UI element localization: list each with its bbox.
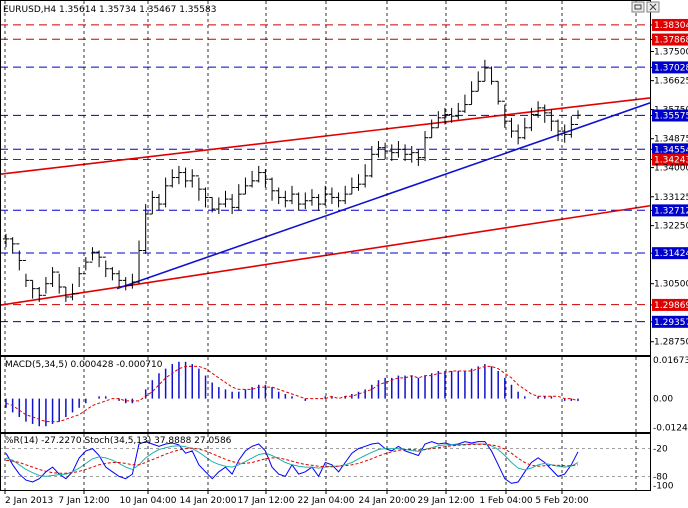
level-tag-box — [652, 143, 688, 156]
y-tick-label: 1.33125 — [654, 193, 688, 203]
level-tag-box — [652, 109, 688, 122]
x-tick-label: 29 Jan 12:00 — [418, 496, 475, 506]
axes — [0, 0, 654, 494]
y-tick-label: 1.32250 — [654, 222, 688, 232]
level-tag: 1.37028 — [652, 61, 688, 74]
macd-panel[interactable] — [5, 361, 579, 427]
y-tick-label: 1.37500 — [654, 47, 688, 57]
level-tag-label: 1.37028 — [654, 63, 688, 73]
panel-border — [0, 0, 651, 356]
x-tick-label: 14 Jan 20:00 — [180, 496, 237, 506]
y-tick-label: 1.34000 — [654, 164, 688, 174]
y-tick-label: 1.34875 — [654, 135, 688, 145]
channel-trendline — [0, 97, 651, 176]
y-tick-label: 1.36625 — [654, 77, 688, 87]
macd-tick-label: 0.016731 — [653, 356, 688, 366]
x-tick-label: 7 Jan 12:00 — [58, 496, 110, 506]
x-tick-label: 10 Jan 04:00 — [120, 496, 177, 506]
level-tag-label: 1.29869 — [654, 301, 688, 311]
x-tick-label: 1 Feb 04:00 — [479, 496, 533, 506]
level-tag-box — [652, 204, 688, 217]
restore-icon — [631, 1, 645, 13]
chart-title: EURUSD,H4 1.35614 1.35734 1.35467 1.3558… — [3, 5, 216, 15]
macd-tick-label: -0.012497 — [653, 423, 688, 433]
level-tag-label: 1.38304 — [654, 21, 688, 31]
level-tag: 1.34554 — [652, 143, 688, 156]
level-tag-label: 1.29357 — [654, 318, 688, 328]
level-tag: 1.34243 — [652, 153, 688, 166]
level-tag-label: 1.37868 — [654, 36, 688, 46]
stoch-tick-label: -20 — [653, 445, 668, 455]
level-tag: 1.37868 — [652, 33, 688, 46]
level-tag-box — [652, 247, 688, 260]
level-tag-box — [652, 18, 688, 31]
level-tag-label: 1.35575 — [654, 112, 688, 122]
channel-trendline — [0, 204, 651, 307]
stoch-tick-label: -80 — [653, 472, 668, 482]
level-tag: 1.31424 — [652, 247, 688, 260]
macd-signal-line — [5, 365, 579, 423]
stoch-title: %R(14) -27.2270 Stoch(34,5,13) 37.8888 2… — [5, 436, 232, 446]
x-tick-label: 22 Jan 04:00 — [298, 496, 355, 506]
level-tag-label: 1.34243 — [654, 156, 688, 166]
x-tick-label: 2 Jan 2013 — [5, 496, 53, 506]
level-tag-box — [652, 153, 688, 166]
x-tick-label: 5 Feb 20:00 — [535, 496, 589, 506]
level-tag-label: 1.32712 — [654, 206, 688, 216]
level-tag: 1.29869 — [652, 298, 688, 311]
level-tag-box — [652, 298, 688, 311]
level-tag-label: 1.34554 — [654, 145, 688, 155]
level-tag: 1.38304 — [652, 18, 688, 31]
close-button[interactable] — [646, 1, 660, 13]
y-tick-label: 1.28750 — [654, 338, 688, 348]
level-tag: 1.35575 — [652, 109, 688, 122]
level-tag-box — [652, 61, 688, 74]
level-tag-box — [652, 315, 688, 328]
macd-title: MACD(5,34,5) 0.000428 -0.000710 — [5, 360, 163, 370]
price-panel[interactable] — [0, 24, 651, 323]
stoch-tick-label: -100 — [653, 482, 674, 492]
stoch-signal-line — [5, 443, 579, 474]
level-tag: 1.32712 — [652, 204, 688, 217]
level-tag-label: 1.31424 — [654, 249, 688, 259]
panel-border — [0, 356, 651, 433]
stoch-panel[interactable] — [0, 441, 650, 484]
x-tick-label: 24 Jan 20:00 — [359, 496, 416, 506]
x-tick-label: 17 Jan 12:00 — [238, 496, 295, 506]
labels: 1.383041.378681.375001.370281.366251.357… — [5, 18, 688, 506]
restore-button[interactable] — [631, 1, 645, 13]
wpr-line — [5, 441, 579, 484]
level-tag: 1.29357 — [652, 315, 688, 328]
stoch-main-line — [5, 443, 579, 477]
level-tag-box — [652, 33, 688, 46]
macd-tick-label: 0.00 — [653, 395, 673, 405]
y-tick-label: 1.30500 — [654, 280, 688, 290]
trend-trendline — [116, 102, 651, 290]
